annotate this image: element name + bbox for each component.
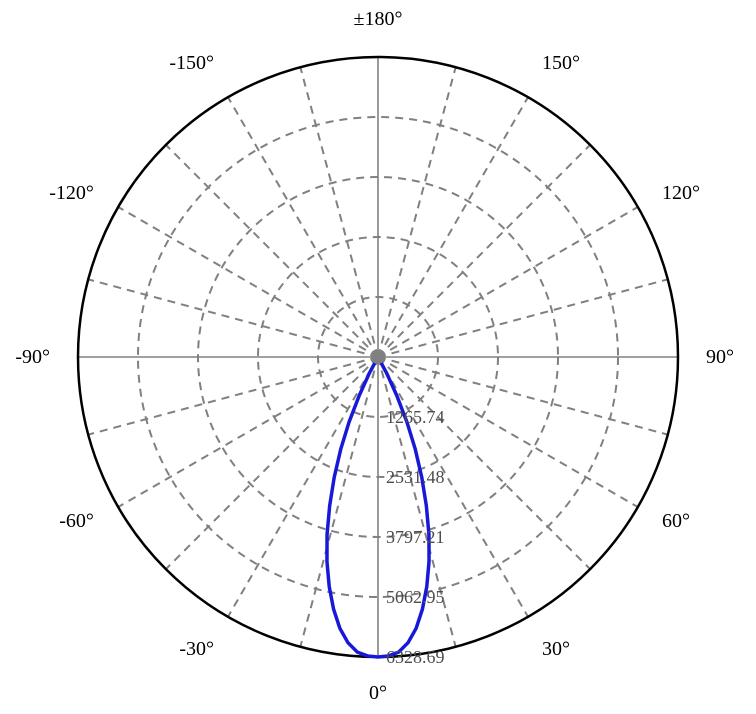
angle-label: -30° — [179, 638, 214, 660]
radial-tick-label: 3797.21 — [386, 527, 445, 547]
radial-tick-label: 2531.48 — [386, 467, 445, 487]
angle-label: -150° — [169, 52, 214, 74]
angle-label: 30° — [542, 638, 570, 660]
angle-label: 90° — [706, 346, 734, 368]
radial-tick-label: 6328.69 — [386, 647, 445, 667]
angle-label: -90° — [15, 346, 50, 368]
angle-label: -120° — [49, 182, 94, 204]
radial-tick-label: 1265.74 — [386, 407, 445, 427]
radial-tick-label: 5062.95 — [386, 587, 445, 607]
angle-label: 60° — [662, 510, 690, 532]
polar-chart: 0° 30° 60° 90° 120° 150° ±180° -150° -120° -90° -6… — [0, 0, 756, 714]
angle-label: 0° — [369, 682, 387, 704]
angle-label: -60° — [59, 510, 94, 532]
angle-label: 150° — [542, 52, 580, 74]
angle-label: 120° — [662, 182, 700, 204]
angle-label: ±180° — [354, 8, 403, 30]
center-dot — [371, 350, 385, 364]
